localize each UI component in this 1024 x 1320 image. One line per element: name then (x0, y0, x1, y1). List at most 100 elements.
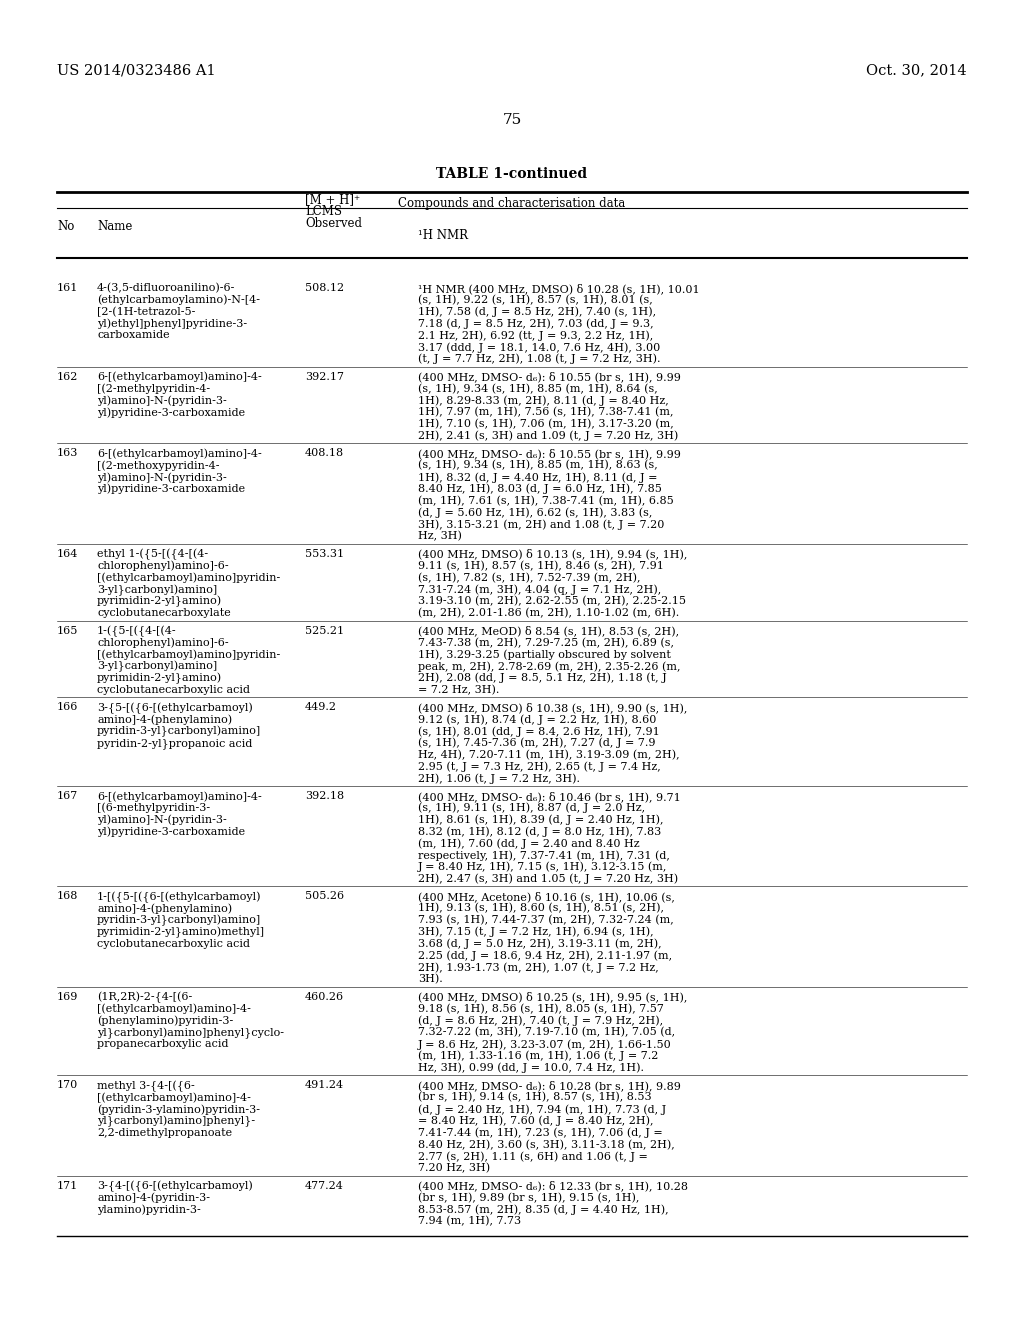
Text: 170: 170 (57, 1080, 78, 1090)
Text: 171: 171 (57, 1181, 78, 1191)
Text: 6-[(ethylcarbamoyl)amino]-4-: 6-[(ethylcarbamoyl)amino]-4- (97, 449, 262, 459)
Text: 553.31: 553.31 (305, 549, 344, 558)
Text: 2H), 2.08 (dd, J = 8.5, 5.1 Hz, 2H), 1.18 (t, J: 2H), 2.08 (dd, J = 8.5, 5.1 Hz, 2H), 1.1… (418, 673, 667, 684)
Text: 7.94 (m, 1H), 7.73: 7.94 (m, 1H), 7.73 (418, 1216, 521, 1226)
Text: 168: 168 (57, 891, 79, 902)
Text: amino]-4-(pyridin-3-: amino]-4-(pyridin-3- (97, 1192, 210, 1203)
Text: (400 MHz, DMSO- d₆): δ 10.55 (br s, 1H), 9.99: (400 MHz, DMSO- d₆): δ 10.55 (br s, 1H),… (418, 449, 681, 459)
Text: 2H), 2.41 (s, 3H) and 1.09 (t, J = 7.20 Hz, 3H): 2H), 2.41 (s, 3H) and 1.09 (t, J = 7.20 … (418, 430, 678, 441)
Text: 3-{4-[({6-[(ethylcarbamoyl): 3-{4-[({6-[(ethylcarbamoyl) (97, 1181, 253, 1192)
Text: ¹H NMR (400 MHz, DMSO) δ 10.28 (s, 1H), 10.01: ¹H NMR (400 MHz, DMSO) δ 10.28 (s, 1H), … (418, 282, 699, 294)
Text: 162: 162 (57, 372, 79, 381)
Text: 3-yl}carbonyl)amino]: 3-yl}carbonyl)amino] (97, 585, 217, 595)
Text: 164: 164 (57, 549, 79, 558)
Text: 75: 75 (503, 114, 521, 127)
Text: [(6-methylpyridin-3-: [(6-methylpyridin-3- (97, 803, 210, 813)
Text: ylamino)pyridin-3-: ylamino)pyridin-3- (97, 1204, 201, 1214)
Text: 161: 161 (57, 282, 79, 293)
Text: yl)pyridine-3-carboxamide: yl)pyridine-3-carboxamide (97, 407, 245, 417)
Text: (400 MHz, DMSO- d₆): δ 10.28 (br s, 1H), 9.89: (400 MHz, DMSO- d₆): δ 10.28 (br s, 1H),… (418, 1080, 681, 1092)
Text: 2.1 Hz, 2H), 6.92 (tt, J = 9.3, 2.2 Hz, 1H),: 2.1 Hz, 2H), 6.92 (tt, J = 9.3, 2.2 Hz, … (418, 330, 653, 341)
Text: 9.18 (s, 1H), 8.56 (s, 1H), 8.05 (s, 1H), 7.57: 9.18 (s, 1H), 8.56 (s, 1H), 8.05 (s, 1H)… (418, 1003, 664, 1014)
Text: pyridin-3-yl}carbonyl)amino]: pyridin-3-yl}carbonyl)amino] (97, 915, 261, 927)
Text: (d, J = 8.6 Hz, 2H), 7.40 (t, J = 7.9 Hz, 2H),: (d, J = 8.6 Hz, 2H), 7.40 (t, J = 7.9 Hz… (418, 1015, 664, 1026)
Text: 2H), 1.06 (t, J = 7.2 Hz, 3H).: 2H), 1.06 (t, J = 7.2 Hz, 3H). (418, 774, 580, 784)
Text: pyridin-3-yl}carbonyl)amino]: pyridin-3-yl}carbonyl)amino] (97, 726, 261, 738)
Text: (s, 1H), 8.01 (dd, J = 8.4, 2.6 Hz, 1H), 7.91: (s, 1H), 8.01 (dd, J = 8.4, 2.6 Hz, 1H),… (418, 726, 659, 737)
Text: No: No (57, 220, 75, 234)
Text: 508.12: 508.12 (305, 282, 344, 293)
Text: chlorophenyl)amino]-6-: chlorophenyl)amino]-6- (97, 638, 228, 648)
Text: Observed: Observed (305, 216, 362, 230)
Text: amino]-4-(phenylamino): amino]-4-(phenylamino) (97, 903, 232, 913)
Text: pyrimidin-2-yl}amino): pyrimidin-2-yl}amino) (97, 597, 222, 607)
Text: pyridin-2-yl}propanoic acid: pyridin-2-yl}propanoic acid (97, 738, 252, 748)
Text: TABLE 1-continued: TABLE 1-continued (436, 168, 588, 181)
Text: (s, 1H), 9.34 (s, 1H), 8.85 (m, 1H), 8.63 (s,: (s, 1H), 9.34 (s, 1H), 8.85 (m, 1H), 8.6… (418, 461, 657, 470)
Text: 2.95 (t, J = 7.3 Hz, 2H), 2.65 (t, J = 7.4 Hz,: 2.95 (t, J = 7.3 Hz, 2H), 2.65 (t, J = 7… (418, 762, 660, 772)
Text: pyrimidin-2-yl}amino)methyl]: pyrimidin-2-yl}amino)methyl] (97, 927, 265, 939)
Text: (400 MHz, DMSO) δ 10.13 (s, 1H), 9.94 (s, 1H),: (400 MHz, DMSO) δ 10.13 (s, 1H), 9.94 (s… (418, 549, 687, 560)
Text: respectively, 1H), 7.37-7.41 (m, 1H), 7.31 (d,: respectively, 1H), 7.37-7.41 (m, 1H), 7.… (418, 850, 670, 861)
Text: carboxamide: carboxamide (97, 330, 170, 341)
Text: chlorophenyl)amino]-6-: chlorophenyl)amino]-6- (97, 561, 228, 572)
Text: 3.17 (ddd, J = 18.1, 14.0, 7.6 Hz, 4H), 3.00: 3.17 (ddd, J = 18.1, 14.0, 7.6 Hz, 4H), … (418, 342, 660, 352)
Text: 7.20 Hz, 3H): 7.20 Hz, 3H) (418, 1163, 490, 1173)
Text: (400 MHz, DMSO- d₆): δ 10.46 (br s, 1H), 9.71: (400 MHz, DMSO- d₆): δ 10.46 (br s, 1H),… (418, 791, 681, 801)
Text: 1H), 7.97 (m, 1H), 7.56 (s, 1H), 7.38-7.41 (m,: 1H), 7.97 (m, 1H), 7.56 (s, 1H), 7.38-7.… (418, 407, 674, 417)
Text: (s, 1H), 9.34 (s, 1H), 8.85 (m, 1H), 8.64 (s,: (s, 1H), 9.34 (s, 1H), 8.85 (m, 1H), 8.6… (418, 383, 657, 393)
Text: 1H), 3.29-3.25 (partially obscured by solvent: 1H), 3.29-3.25 (partially obscured by so… (418, 649, 671, 660)
Text: (400 MHz, DMSO) δ 10.25 (s, 1H), 9.95 (s, 1H),: (400 MHz, DMSO) δ 10.25 (s, 1H), 9.95 (s… (418, 991, 687, 1003)
Text: (s, 1H), 9.11 (s, 1H), 8.87 (d, J = 2.0 Hz,: (s, 1H), 9.11 (s, 1H), 8.87 (d, J = 2.0 … (418, 803, 645, 813)
Text: 166: 166 (57, 702, 79, 713)
Text: (pyridin-3-ylamino)pyridin-3-: (pyridin-3-ylamino)pyridin-3- (97, 1104, 260, 1114)
Text: 8.40 Hz, 2H), 3.60 (s, 3H), 3.11-3.18 (m, 2H),: 8.40 Hz, 2H), 3.60 (s, 3H), 3.11-3.18 (m… (418, 1139, 675, 1150)
Text: (400 MHz, DMSO- d₆): δ 12.33 (br s, 1H), 10.28: (400 MHz, DMSO- d₆): δ 12.33 (br s, 1H),… (418, 1181, 688, 1192)
Text: (400 MHz, DMSO- d₆): δ 10.55 (br s, 1H), 9.99: (400 MHz, DMSO- d₆): δ 10.55 (br s, 1H),… (418, 372, 681, 383)
Text: 6-[(ethylcarbamoyl)amino]-4-: 6-[(ethylcarbamoyl)amino]-4- (97, 791, 262, 801)
Text: 2,2-dimethylpropanoate: 2,2-dimethylpropanoate (97, 1127, 232, 1138)
Text: (t, J = 7.7 Hz, 2H), 1.08 (t, J = 7.2 Hz, 3H).: (t, J = 7.7 Hz, 2H), 1.08 (t, J = 7.2 Hz… (418, 354, 660, 364)
Text: peak, m, 2H), 2.78-2.69 (m, 2H), 2.35-2.26 (m,: peak, m, 2H), 2.78-2.69 (m, 2H), 2.35-2.… (418, 661, 681, 672)
Text: yl)pyridine-3-carboxamide: yl)pyridine-3-carboxamide (97, 484, 245, 495)
Text: 4-(3,5-difluoroanilino)-6-: 4-(3,5-difluoroanilino)-6- (97, 282, 236, 293)
Text: 2H), 2.47 (s, 3H) and 1.05 (t, J = 7.20 Hz, 3H): 2H), 2.47 (s, 3H) and 1.05 (t, J = 7.20 … (418, 874, 678, 884)
Text: cyclobutanecarboxylate: cyclobutanecarboxylate (97, 607, 230, 618)
Text: ethyl 1-({5-[({4-[(4-: ethyl 1-({5-[({4-[(4- (97, 549, 208, 560)
Text: 8.32 (m, 1H), 8.12 (d, J = 8.0 Hz, 1H), 7.83: 8.32 (m, 1H), 8.12 (d, J = 8.0 Hz, 1H), … (418, 826, 662, 837)
Text: 505.26: 505.26 (305, 891, 344, 902)
Text: = 7.2 Hz, 3H).: = 7.2 Hz, 3H). (418, 685, 500, 694)
Text: yl)amino]-N-(pyridin-3-: yl)amino]-N-(pyridin-3- (97, 473, 226, 483)
Text: (br s, 1H), 9.89 (br s, 1H), 9.15 (s, 1H),: (br s, 1H), 9.89 (br s, 1H), 9.15 (s, 1H… (418, 1192, 639, 1203)
Text: 7.43-7.38 (m, 2H), 7.29-7.25 (m, 2H), 6.89 (s,: 7.43-7.38 (m, 2H), 7.29-7.25 (m, 2H), 6.… (418, 638, 674, 648)
Text: (s, 1H), 9.22 (s, 1H), 8.57 (s, 1H), 8.01 (s,: (s, 1H), 9.22 (s, 1H), 8.57 (s, 1H), 8.0… (418, 294, 652, 305)
Text: [(ethylcarbamoyl)amino]-4-: [(ethylcarbamoyl)amino]-4- (97, 1092, 251, 1102)
Text: [(2-methylpyridin-4-: [(2-methylpyridin-4- (97, 383, 210, 393)
Text: 163: 163 (57, 449, 79, 458)
Text: 408.18: 408.18 (305, 449, 344, 458)
Text: (d, J = 2.40 Hz, 1H), 7.94 (m, 1H), 7.73 (d, J: (d, J = 2.40 Hz, 1H), 7.94 (m, 1H), 7.73… (418, 1104, 667, 1114)
Text: yl}carbonyl)amino]phenyl}-: yl}carbonyl)amino]phenyl}- (97, 1115, 255, 1127)
Text: (400 MHz, Acetone) δ 10.16 (s, 1H), 10.06 (s,: (400 MHz, Acetone) δ 10.16 (s, 1H), 10.0… (418, 891, 675, 902)
Text: Hz, 3H), 0.99 (dd, J = 10.0, 7.4 Hz, 1H).: Hz, 3H), 0.99 (dd, J = 10.0, 7.4 Hz, 1H)… (418, 1063, 644, 1073)
Text: 1H), 8.29-8.33 (m, 2H), 8.11 (d, J = 8.40 Hz,: 1H), 8.29-8.33 (m, 2H), 8.11 (d, J = 8.4… (418, 395, 669, 405)
Text: yl}carbonyl)amino]phenyl}cyclo-: yl}carbonyl)amino]phenyl}cyclo- (97, 1027, 284, 1039)
Text: 7.32-7.22 (m, 3H), 7.19-7.10 (m, 1H), 7.05 (d,: 7.32-7.22 (m, 3H), 7.19-7.10 (m, 1H), 7.… (418, 1027, 675, 1038)
Text: (m, 1H), 1.33-1.16 (m, 1H), 1.06 (t, J = 7.2: (m, 1H), 1.33-1.16 (m, 1H), 1.06 (t, J =… (418, 1051, 658, 1061)
Text: 1H), 8.32 (d, J = 4.40 Hz, 1H), 8.11 (d, J =: 1H), 8.32 (d, J = 4.40 Hz, 1H), 8.11 (d,… (418, 473, 657, 483)
Text: 9.12 (s, 1H), 8.74 (d, J = 2.2 Hz, 1H), 8.60: 9.12 (s, 1H), 8.74 (d, J = 2.2 Hz, 1H), … (418, 714, 656, 725)
Text: (400 MHz, MeOD) δ 8.54 (s, 1H), 8.53 (s, 2H),: (400 MHz, MeOD) δ 8.54 (s, 1H), 8.53 (s,… (418, 626, 679, 636)
Text: 1H), 7.10 (s, 1H), 7.06 (m, 1H), 3.17-3.20 (m,: 1H), 7.10 (s, 1H), 7.06 (m, 1H), 3.17-3.… (418, 418, 674, 429)
Text: (m, 2H), 2.01-1.86 (m, 2H), 1.10-1.02 (m, 6H).: (m, 2H), 2.01-1.86 (m, 2H), 1.10-1.02 (m… (418, 607, 679, 618)
Text: 7.93 (s, 1H), 7.44-7.37 (m, 2H), 7.32-7.24 (m,: 7.93 (s, 1H), 7.44-7.37 (m, 2H), 7.32-7.… (418, 915, 674, 925)
Text: J = 8.40 Hz, 1H), 7.15 (s, 1H), 3.12-3.15 (m,: J = 8.40 Hz, 1H), 7.15 (s, 1H), 3.12-3.1… (418, 862, 668, 873)
Text: [M + H]⁺: [M + H]⁺ (305, 194, 360, 206)
Text: (1R,2R)-2-{4-[(6-: (1R,2R)-2-{4-[(6- (97, 991, 193, 1003)
Text: cyclobutanecarboxylic acid: cyclobutanecarboxylic acid (97, 939, 250, 949)
Text: 3.19-3.10 (m, 2H), 2.62-2.55 (m, 2H), 2.25-2.15: 3.19-3.10 (m, 2H), 2.62-2.55 (m, 2H), 2.… (418, 597, 686, 606)
Text: 3-yl}carbonyl)amino]: 3-yl}carbonyl)amino] (97, 661, 217, 672)
Text: yl)ethyl]phenyl]pyridine-3-: yl)ethyl]phenyl]pyridine-3- (97, 318, 247, 329)
Text: 1H), 8.61 (s, 1H), 8.39 (d, J = 2.40 Hz, 1H),: 1H), 8.61 (s, 1H), 8.39 (d, J = 2.40 Hz,… (418, 814, 664, 825)
Text: LCMS: LCMS (305, 205, 342, 218)
Text: (m, 1H), 7.61 (s, 1H), 7.38-7.41 (m, 1H), 6.85: (m, 1H), 7.61 (s, 1H), 7.38-7.41 (m, 1H)… (418, 495, 674, 506)
